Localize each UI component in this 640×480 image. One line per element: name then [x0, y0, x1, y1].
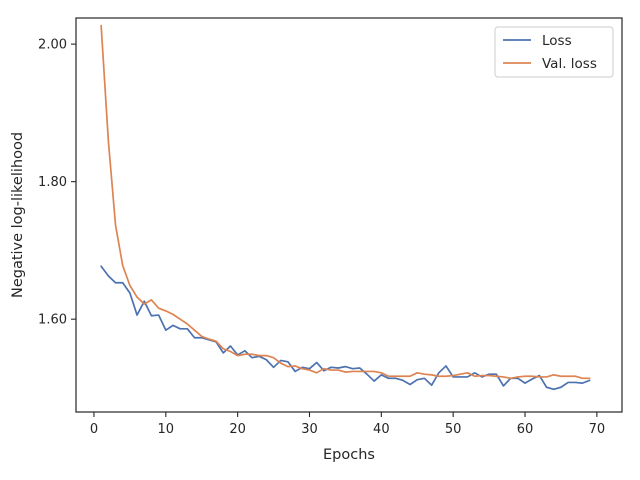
y-tick-label: 2.00 — [38, 38, 67, 53]
x-tick-label: 70 — [589, 422, 606, 437]
legend-label: Val. loss — [542, 56, 597, 72]
x-tick-label: 60 — [517, 422, 534, 437]
legend: Loss Val. loss — [494, 26, 614, 78]
y-tick-label: 1.80 — [38, 175, 67, 190]
x-axis: 0 10 20 30 40 50 60 70 — [90, 412, 605, 437]
x-tick-label: 10 — [158, 422, 175, 437]
x-tick-label: 30 — [301, 422, 318, 437]
x-tick-label: 20 — [229, 422, 246, 437]
y-tick-label: 1.60 — [38, 313, 67, 328]
plot-area-frame — [75, 17, 623, 413]
series-line-loss — [100, 265, 591, 391]
x-tick-label: 0 — [90, 422, 98, 437]
y-axis-title: Negative log-likelihood — [10, 132, 26, 298]
legend-label: Loss — [542, 33, 572, 49]
y-axis: 1.60 1.80 2.00 — [38, 38, 76, 328]
x-tick-label: 50 — [445, 422, 462, 437]
series-line-val-loss — [100, 24, 591, 380]
x-axis-title: Epochs — [323, 447, 375, 463]
series-layer — [100, 24, 591, 391]
x-tick-label: 40 — [373, 422, 390, 437]
